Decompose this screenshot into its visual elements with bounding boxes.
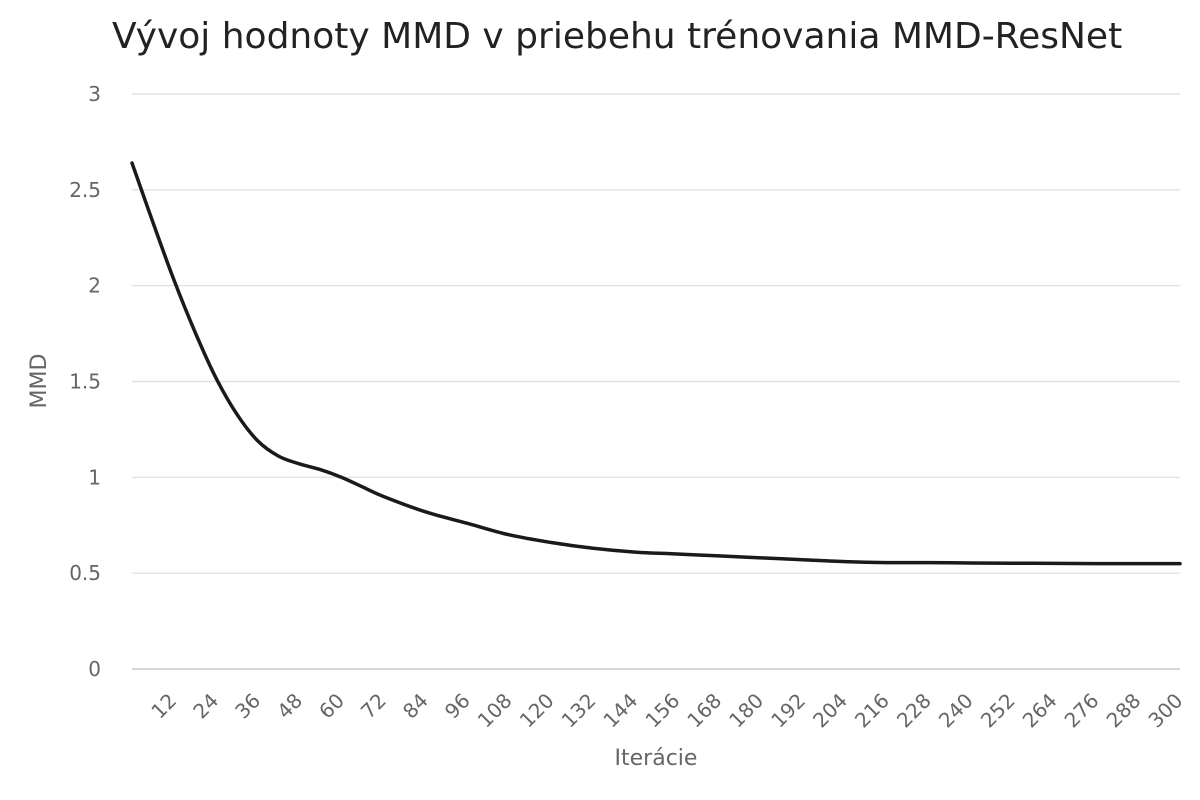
x-tick-label: 144: [598, 688, 642, 732]
x-tick-label: 300: [1143, 688, 1187, 732]
y-tick-label: 0.5: [69, 561, 101, 585]
x-tick-label: 168: [682, 688, 726, 732]
x-tick-label: 288: [1102, 688, 1146, 732]
x-tick-label: 120: [515, 688, 559, 732]
chart-title: Vývoj hodnoty MMD v priebehu trénovania …: [112, 16, 1122, 57]
y-tick-label: 2.5: [69, 178, 101, 202]
x-tick-label: 156: [640, 688, 684, 732]
x-tick-label: 180: [724, 688, 768, 732]
x-tick-label: 96: [440, 688, 475, 723]
x-tick-label: 60: [314, 688, 349, 723]
x-tick-labels: 12 24 36 48 60 72 84 96108120132144156168180192…: [146, 688, 1187, 732]
x-tick-label: 192: [766, 688, 810, 732]
x-tick-label: 108: [473, 688, 517, 732]
x-tick-label: 240: [934, 688, 978, 732]
y-tick-label: 2: [88, 274, 101, 298]
x-tick-label: 12: [146, 688, 181, 723]
y-tick-label: 3: [88, 82, 101, 106]
x-tick-label: 84: [398, 688, 433, 723]
x-tick-label: 48: [272, 688, 307, 723]
y-tick-label: 1.5: [69, 370, 101, 394]
series-line-0: [130, 161, 1182, 566]
x-tick-label: 264: [1018, 688, 1062, 732]
x-tick-label: 228: [892, 688, 936, 732]
y-tick-label: 1: [88, 465, 101, 489]
x-tick-label: 132: [557, 688, 601, 732]
series-layer: [130, 161, 1182, 566]
y-axis-label: MMD: [27, 354, 52, 409]
x-tick-label: 24: [188, 688, 223, 723]
x-tick-label: 204: [808, 688, 852, 732]
y-tick-labels: 0 0.5 1 1.5 2 2.5 3: [69, 82, 101, 681]
x-tick-label: 72: [356, 688, 391, 723]
y-tick-label: 0: [88, 657, 101, 681]
x-tick-label: 252: [976, 688, 1020, 732]
x-tick-label: 36: [230, 688, 265, 723]
gridlines: [132, 93, 1180, 670]
x-axis-label: Iterácie: [615, 746, 698, 771]
x-tick-label: 216: [850, 688, 894, 732]
x-tick-label: 276: [1060, 688, 1104, 732]
